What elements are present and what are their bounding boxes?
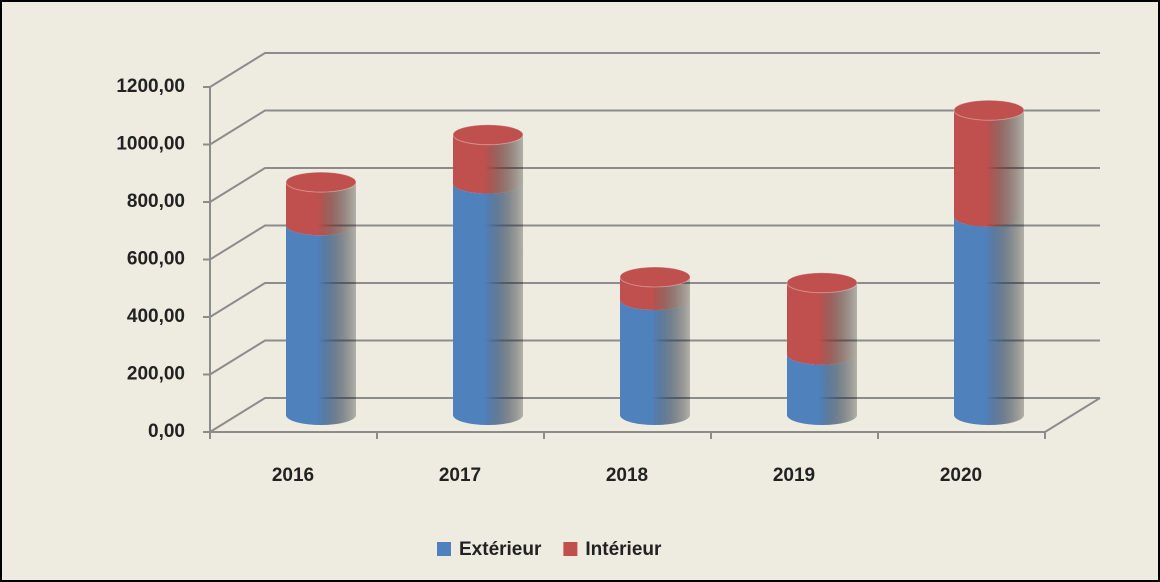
bar [954, 216, 1024, 425]
grid-line [209, 167, 1100, 203]
legend-label: Extérieur [459, 539, 542, 560]
y-tick-label: 0,00 [148, 421, 185, 442]
legend-swatch [437, 542, 451, 556]
legend-label: Intérieur [585, 539, 662, 560]
bar [620, 300, 690, 425]
x-tick-label: 2016 [272, 465, 314, 486]
grid-line [209, 109, 1100, 146]
grid-line [209, 224, 1100, 261]
x-tick-label: 2019 [773, 465, 815, 486]
cylinder-cap [452, 124, 524, 146]
y-tick-label: 800,00 [127, 191, 185, 212]
x-tick-label: 2018 [606, 465, 648, 486]
x-tick-label: 2017 [439, 465, 481, 486]
cylinder-cap [953, 99, 1025, 121]
y-tick-label: 1000,00 [116, 134, 185, 155]
grid-line [209, 52, 1100, 88]
bar [954, 110, 1024, 227]
x-tick-label: 2020 [940, 465, 982, 486]
y-tick-label: 1200,00 [116, 76, 185, 97]
cylinder-cap [619, 266, 691, 288]
bar [286, 225, 356, 425]
y-tick-label: 600,00 [127, 249, 185, 270]
bar [453, 134, 523, 194]
bar [787, 354, 857, 425]
bar [787, 282, 857, 365]
y-tick-label: 400,00 [127, 306, 185, 327]
legend-swatch [563, 542, 578, 556]
bar [620, 277, 690, 310]
cylinder-cap [285, 171, 357, 193]
cylinder-cap [786, 272, 858, 294]
bar [286, 182, 356, 236]
y-tick-label: 200,00 [127, 364, 185, 385]
bar [453, 183, 523, 425]
